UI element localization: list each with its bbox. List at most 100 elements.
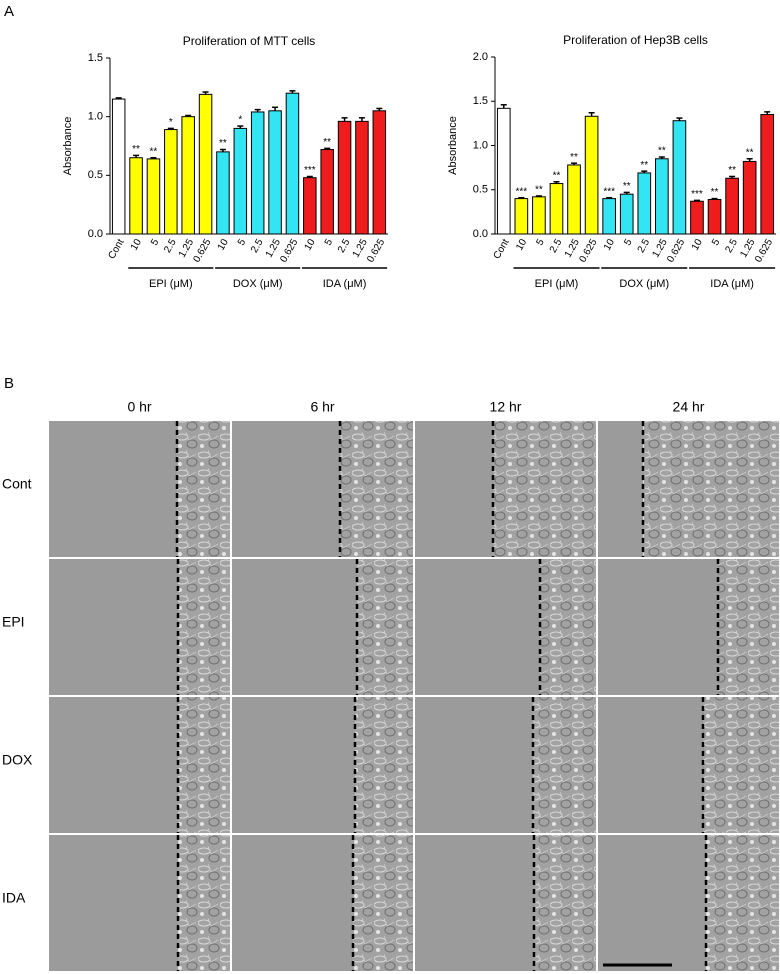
cell-region [533,697,596,833]
x-tick-label: 0.625 [191,237,213,265]
significance: * [169,117,173,128]
y-axis-label: Absorbance [62,117,74,176]
x-tick-label: 5 [149,237,162,248]
x-tick-label: Cont [106,237,126,261]
cell-region [643,421,779,557]
significance: ** [658,146,666,157]
cell-region [718,559,779,695]
group-label: IDA (μM) [323,278,367,290]
y-tick-label: 0.5 [88,169,103,181]
bar [602,198,616,235]
bar [655,158,669,235]
bar [549,183,564,235]
bar [146,158,161,235]
bar [285,92,300,235]
panel-label: A [4,3,14,20]
significance: * [238,115,242,126]
cell-region [706,835,779,971]
significance: ** [728,165,736,176]
column-header: 6 hr [310,399,334,415]
group-label: EPI (μM) [149,278,193,290]
bar [742,160,757,235]
x-tick-label: 2.5 [723,237,740,255]
cell-region [493,421,596,557]
x-tick-label: 10 [514,237,529,253]
bar [760,114,775,235]
x-tick-label: 5 [236,237,249,248]
y-tick-label: 0.0 [88,228,103,240]
x-tick-label: 10 [303,237,318,253]
x-tick-label: 0.625 [365,237,387,265]
bar [355,120,369,235]
bar [111,98,126,235]
group-label: IDA (μM) [710,278,754,290]
bar [619,193,634,235]
x-tick-label: 10 [602,237,617,253]
y-tick-label: 1.0 [88,111,103,123]
significance: ** [746,147,754,158]
cell-region [178,835,230,971]
row-label: IDA [2,890,26,906]
bar [268,110,282,235]
y-tick-label: 1.5 [88,52,103,64]
chart-title: Proliferation of MTT cells [183,34,316,48]
x-tick-label: 10 [690,237,705,253]
bar [250,111,265,235]
bar [584,115,599,235]
significance: *** [691,189,703,200]
cell-region [534,835,596,971]
significance: ** [570,152,578,163]
bar [725,177,739,235]
significance: ** [323,137,331,148]
cell-region [353,835,413,971]
x-tick-label: 0.625 [753,237,775,265]
cell-region [355,697,413,833]
significance: ** [132,144,140,155]
bar [514,198,529,235]
significance: ** [623,181,631,192]
bar [707,198,722,235]
x-tick-label: 2.5 [636,237,653,255]
significance: ** [150,146,158,157]
group-label: EPI (μM) [535,278,579,290]
y-tick-label: 1.0 [473,139,488,151]
x-tick-label: 5 [622,237,635,248]
bar [372,110,387,235]
bar [532,196,546,235]
x-tick-label: 5 [534,237,547,248]
significance: ** [553,170,561,181]
cell-region [340,421,413,557]
bar [637,172,652,235]
bar [337,120,352,235]
group-label: DOX (μM) [233,278,283,290]
y-tick-label: 1.5 [473,95,488,107]
row-label: EPI [2,614,25,630]
bar [181,116,195,235]
x-tick-label: 10 [129,237,144,253]
x-tick-label: 2.5 [162,237,179,255]
x-tick-label: Cont [492,237,512,261]
row-label: DOX [2,752,33,768]
cell-region [357,559,413,695]
x-tick-label: 10 [216,237,231,253]
x-tick-label: 2.5 [336,237,353,255]
x-tick-label: 0.625 [665,237,687,265]
bar [303,177,317,235]
bar [216,151,230,235]
x-tick-label: 5 [323,237,336,248]
y-tick-label: 2.0 [473,51,488,63]
bar [567,164,581,235]
cell-region [703,697,779,833]
group-label: DOX (μM) [619,278,669,290]
row-label: Cont [2,476,32,492]
cell-region [178,697,230,833]
significance: ** [711,187,719,198]
bar [233,127,248,235]
column-header: 24 hr [673,399,705,415]
y-axis-label: Absorbance [447,116,459,175]
bar [690,200,704,235]
x-tick-label: 5 [710,237,723,248]
bar [496,107,511,235]
significance: *** [304,165,316,176]
